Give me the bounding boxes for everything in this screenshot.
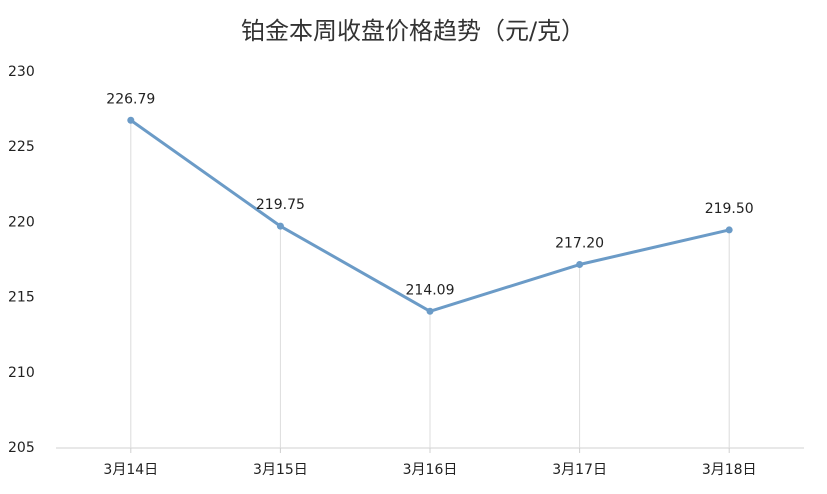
point (426, 307, 434, 315)
value-label: 226.79 (106, 91, 155, 107)
point (127, 116, 135, 124)
value-label: 217.20 (555, 236, 604, 252)
point (725, 226, 733, 234)
y-tick-label: 210 (8, 365, 35, 381)
y-tick-label: 220 (8, 214, 35, 230)
y-tick-label: 205 (8, 440, 35, 456)
value-label: 219.50 (705, 201, 754, 217)
x-tick-label: 3月15日 (253, 462, 308, 478)
y-tick-label: 230 (8, 64, 35, 80)
point (276, 222, 284, 230)
x-tick-label: 3月17日 (552, 462, 607, 478)
x-tick-label: 3月16日 (403, 462, 458, 478)
chart-title: 铂金本周收盘价格趋势（元/克） (241, 17, 585, 45)
x-tick-label: 3月14日 (103, 462, 158, 478)
point (576, 261, 584, 269)
value-label: 214.09 (406, 282, 455, 298)
y-tick-label: 225 (8, 139, 35, 155)
value-label: 219.75 (256, 197, 305, 213)
x-tick-label: 3月18日 (702, 462, 757, 478)
y-tick-label: 215 (8, 290, 35, 306)
